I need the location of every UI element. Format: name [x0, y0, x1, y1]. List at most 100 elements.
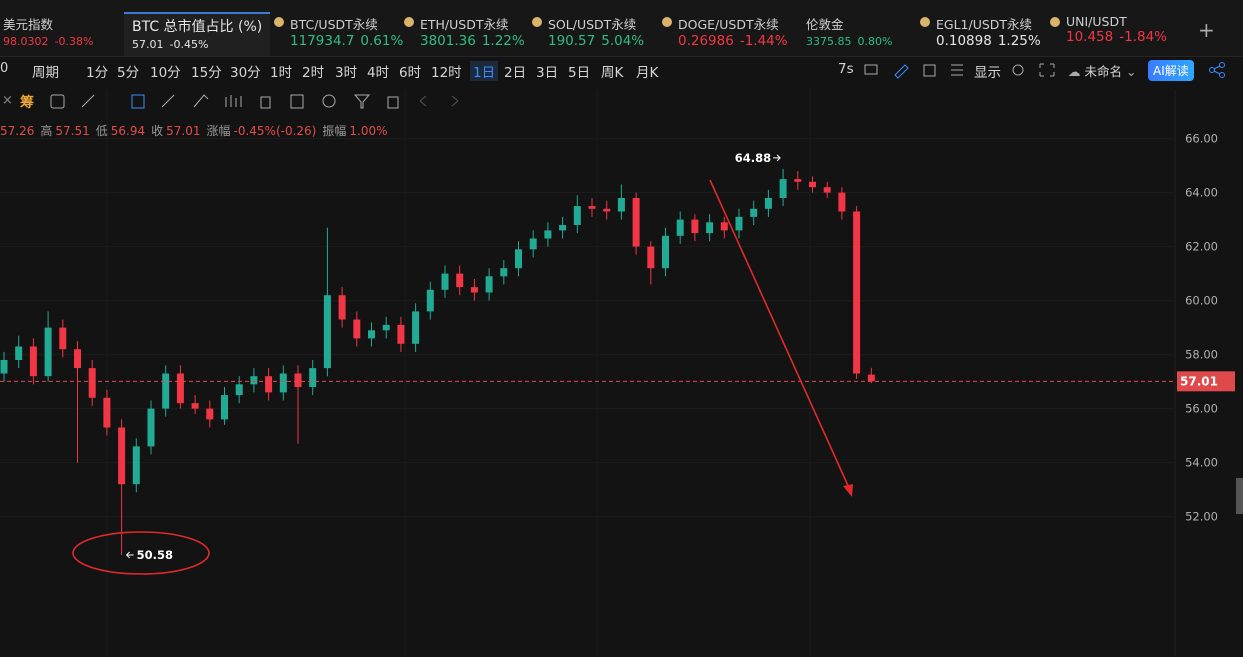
- interval-button[interactable]: 月K: [636, 65, 659, 81]
- tool-icon[interactable]: [353, 94, 371, 109]
- candle-body: [338, 295, 346, 320]
- toolbar: 0 7s 显示 ☁ 未命名 ⌄ AI解读 周期 1分 5分 10分 15分 30分 1时 2时…: [0, 57, 1243, 85]
- candle-body: [676, 219, 684, 236]
- ticker-price: 0.10898: [936, 33, 992, 49]
- tool-icon[interactable]: [290, 94, 304, 109]
- interval-button[interactable]: 5分: [117, 65, 140, 81]
- list-icon[interactable]: [951, 64, 963, 76]
- interval-button[interactable]: 1时: [270, 65, 293, 81]
- redo-icon[interactable]: [451, 95, 459, 107]
- candle-body: [750, 208, 758, 217]
- tool-icon[interactable]: [387, 96, 399, 109]
- ticker[interactable]: SOL/USDT永续 190.57 5.04%: [532, 14, 644, 49]
- interval-button[interactable]: 2日: [504, 65, 527, 81]
- ticker[interactable]: DOGE/USDT永续 0.26986 -1.44%: [662, 14, 788, 49]
- icon[interactable]: 0: [0, 61, 9, 76]
- interval-button[interactable]: 1分: [86, 65, 109, 81]
- low-arrow: [125, 551, 134, 559]
- display[interactable]: 显示: [974, 65, 1001, 81]
- tool-icon[interactable]: [322, 94, 336, 108]
- candle-body: [779, 179, 787, 198]
- tool-icon[interactable]: [50, 94, 65, 109]
- interval-button[interactable]: 30分: [230, 65, 261, 81]
- ticker-price: 3375.85: [806, 35, 852, 48]
- interval-button[interactable]: 4时: [367, 65, 390, 81]
- scroll-handle[interactable]: [1236, 478, 1243, 514]
- ticker-price: 0.26986: [678, 33, 734, 49]
- ticker-change: -1.44%: [739, 33, 788, 49]
- tool-icon[interactable]: [81, 94, 95, 108]
- tool-icon[interactable]: [131, 94, 145, 109]
- candle-body: [647, 246, 655, 269]
- coin-icon: [532, 17, 542, 27]
- ticker-name: UNI/USDT: [1066, 14, 1127, 29]
- price-tag: [1177, 371, 1235, 392]
- ticker[interactable]: BTC/USDT永续 117934.7 0.61%: [274, 14, 403, 49]
- interval-button[interactable]: 1日: [470, 61, 499, 81]
- y-tick-label: 60.00: [1185, 294, 1218, 308]
- candle-body: [809, 181, 816, 188]
- interval-button[interactable]: 周K: [601, 65, 624, 81]
- fullscreen-icon[interactable]: [1039, 63, 1055, 77]
- candle-body: [0, 360, 8, 374]
- annotation-arrow: [709, 179, 851, 491]
- undo-icon[interactable]: [419, 95, 427, 107]
- tool-icon[interactable]: [161, 94, 175, 108]
- settings-icon[interactable]: [1012, 64, 1024, 76]
- y-tick-label: 54.00: [1185, 456, 1218, 470]
- refresh[interactable]: 7s: [838, 61, 854, 77]
- chips-tool[interactable]: 筹: [20, 95, 34, 111]
- interval-button[interactable]: 12时: [431, 65, 462, 81]
- candle-body: [632, 198, 640, 247]
- interval-button[interactable]: 周期: [32, 65, 59, 81]
- ticker-price: 3801.36: [420, 33, 476, 49]
- ticker-name: BTC 总市值占比 (%): [132, 19, 263, 35]
- candle-body: [368, 330, 375, 339]
- tool-icon[interactable]: [225, 95, 242, 107]
- select-icon[interactable]: [923, 64, 936, 77]
- interval-button[interactable]: 10分: [150, 65, 181, 81]
- ticker-bar: 美元指数 98.0302 -0.38% BTC 总市值占比 (%) 57.01 -0.45…: [0, 0, 1243, 57]
- interval-button[interactable]: 5日: [568, 65, 591, 81]
- ticker[interactable]: EGL1/USDT永续 0.10898 1.25%: [920, 14, 1041, 49]
- coin-icon: [920, 17, 930, 27]
- ticker-price: 117934.7: [290, 33, 355, 49]
- candle-body: [691, 219, 699, 234]
- ticker-price: 57.01: [132, 38, 164, 51]
- pen-icon[interactable]: [894, 64, 909, 79]
- candle-body: [176, 373, 184, 404]
- ticker[interactable]: 伦敦金 3375.85 0.80%: [806, 14, 892, 48]
- candle-body: [162, 373, 170, 409]
- camera-icon[interactable]: [864, 64, 878, 75]
- ticker[interactable]: ETH/USDT永续 3801.36 1.22%: [404, 14, 525, 49]
- info-label: 振幅: [322, 124, 347, 138]
- y-tick-label: 58.00: [1185, 348, 1218, 362]
- candle-body: [294, 373, 302, 387]
- candle-body: [426, 289, 434, 312]
- candle-body: [662, 235, 669, 269]
- interval-button[interactable]: 2时: [302, 65, 325, 81]
- ai-button[interactable]: AI解读: [1148, 60, 1194, 81]
- ticker[interactable]: BTC 总市值占比 (%) 57.01 -0.45%: [124, 12, 271, 56]
- ticker[interactable]: UNI/USDT 10.458 -1.84%: [1050, 14, 1167, 45]
- add-ticker[interactable]: +: [1198, 18, 1215, 42]
- layout-name[interactable]: ☁ 未命名 ⌄: [1068, 64, 1137, 79]
- candle-body: [103, 397, 111, 428]
- close-icon[interactable]: ×: [2, 93, 13, 108]
- drawing-tools: × 筹: [0, 90, 480, 114]
- candle-body: [470, 287, 478, 293]
- y-tick-label: 56.00: [1185, 402, 1218, 416]
- share-icon[interactable]: [1208, 61, 1226, 79]
- interval-button[interactable]: 6时: [399, 65, 422, 81]
- ticker[interactable]: 美元指数 98.0302 -0.38%: [3, 14, 93, 48]
- open-value: 57.26: [0, 124, 35, 138]
- tool-icon[interactable]: [193, 94, 209, 108]
- tool-icon[interactable]: [260, 96, 271, 109]
- interval-button[interactable]: 3时: [335, 65, 358, 81]
- interval-button[interactable]: 3日: [536, 65, 559, 81]
- high-label: 64.88: [735, 151, 771, 165]
- interval-button[interactable]: 15分: [191, 65, 222, 81]
- candle-body: [735, 216, 743, 231]
- candle-body: [720, 222, 728, 231]
- price-tag-label: 57.01: [1180, 374, 1218, 388]
